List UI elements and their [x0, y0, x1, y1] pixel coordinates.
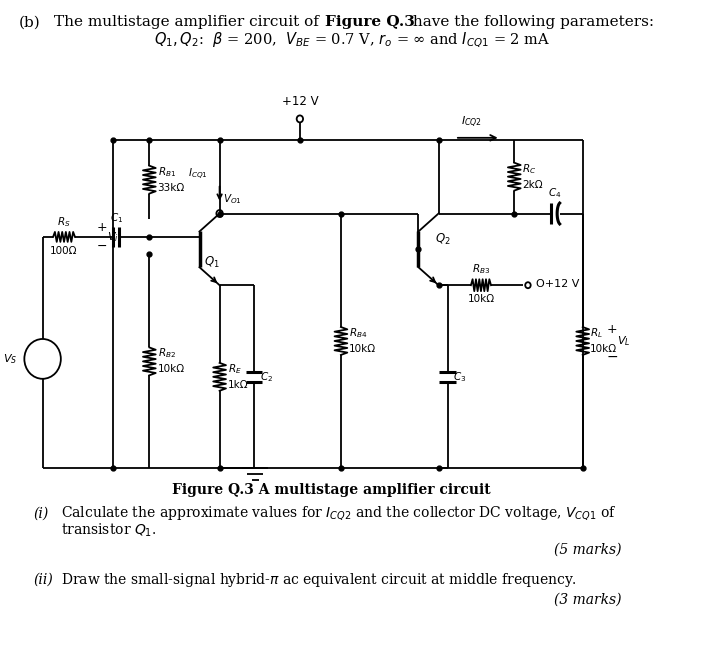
Text: +: + [607, 322, 617, 336]
Text: $V_L$: $V_L$ [617, 334, 631, 348]
Text: $I_{CQ1}$: $I_{CQ1}$ [187, 167, 207, 182]
Text: $Q_1, Q_2$:  $\beta$ = 200,  $V_{BE}$ = 0.7 V, $r_o$ = ∞ and $I_{CQ1}$ = 2 mA: $Q_1, Q_2$: $\beta$ = 200, $V_{BE}$ = 0.… [154, 31, 550, 50]
Text: 33kΩ: 33kΩ [158, 183, 185, 193]
Text: The multistage amplifier circuit of: The multistage amplifier circuit of [54, 15, 323, 29]
Text: 10kΩ: 10kΩ [158, 365, 185, 375]
Text: $R_C$: $R_C$ [522, 162, 537, 175]
Text: $V_S$: $V_S$ [3, 352, 17, 366]
Text: (i): (i) [33, 506, 49, 520]
Text: have the following parameters:: have the following parameters: [407, 15, 654, 29]
Text: 10kΩ: 10kΩ [590, 344, 617, 354]
Text: $I_{CQ2}$: $I_{CQ2}$ [461, 115, 482, 130]
Text: $C_2$: $C_2$ [259, 370, 273, 384]
Text: −: − [96, 240, 107, 254]
Text: Figure Q.3: Figure Q.3 [325, 15, 415, 29]
Text: 2kΩ: 2kΩ [522, 179, 543, 189]
Text: (5 marks): (5 marks) [554, 543, 621, 557]
Text: 10kΩ: 10kΩ [467, 294, 494, 304]
Text: $R_{B4}$: $R_{B4}$ [349, 326, 368, 340]
Text: $R_{B3}$: $R_{B3}$ [472, 262, 490, 276]
Text: Draw the small-signal hybrid-$\pi$ ac equivalent circuit at middle frequency.: Draw the small-signal hybrid-$\pi$ ac eq… [61, 571, 577, 589]
Text: O+12 V: O+12 V [536, 279, 580, 289]
Text: $C_1$: $C_1$ [110, 211, 123, 225]
Text: 10kΩ: 10kΩ [349, 344, 376, 354]
Text: $Q_1$: $Q_1$ [204, 256, 220, 270]
Text: (3 marks): (3 marks) [554, 593, 621, 607]
Text: 100Ω: 100Ω [50, 246, 78, 256]
Text: $R_S$: $R_S$ [57, 215, 71, 229]
Text: Figure Q.3 A multistage amplifier circuit: Figure Q.3 A multistage amplifier circui… [172, 483, 490, 497]
Text: +: + [96, 221, 107, 234]
Text: 1kΩ: 1kΩ [228, 380, 248, 390]
Text: $V_i$: $V_i$ [107, 230, 119, 244]
Text: (b): (b) [19, 15, 40, 29]
Text: (ii): (ii) [33, 573, 53, 587]
Text: +12 V: +12 V [281, 95, 318, 108]
Text: $V_{O1}$: $V_{O1}$ [223, 192, 242, 205]
Text: $Q_2$: $Q_2$ [435, 232, 450, 247]
Text: $C_4$: $C_4$ [548, 186, 561, 199]
Text: $R_{B2}$: $R_{B2}$ [158, 347, 175, 361]
Text: $R_{B1}$: $R_{B1}$ [158, 165, 176, 179]
Text: $R_L$: $R_L$ [590, 326, 603, 340]
Text: −: − [607, 350, 618, 364]
Text: transistor $Q_1$.: transistor $Q_1$. [61, 521, 156, 539]
Text: Calculate the approximate values for $I_{CQ2}$ and the collector DC voltage, $V_: Calculate the approximate values for $I_… [61, 504, 617, 522]
Text: $C_3$: $C_3$ [453, 370, 467, 384]
Text: $R_E$: $R_E$ [228, 362, 242, 376]
